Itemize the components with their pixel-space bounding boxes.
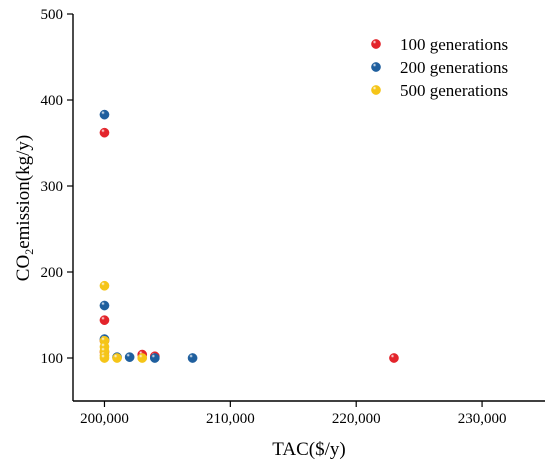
y-axis-title: CO2emission(kg/y) (13, 135, 36, 281)
y-tick-label: 200 (41, 265, 64, 281)
data-points (99, 109, 399, 363)
legend-label: 500 generations (400, 81, 508, 100)
plot-frame (72, 14, 545, 402)
legend-marker (371, 85, 381, 95)
y-tick-label: 400 (41, 93, 64, 109)
data-point (99, 109, 110, 120)
y-axis-title-subscript: 2 (22, 249, 36, 255)
y-axis-ticks: 100 200 300 400 500 (41, 7, 73, 367)
data-point (99, 127, 110, 138)
data-point (112, 353, 122, 363)
x-tick-label: 210,000 (206, 411, 255, 427)
y-tick-label: 300 (41, 179, 64, 195)
data-point (149, 353, 160, 363)
legend-label: 100 generations (400, 35, 508, 54)
data-point (187, 353, 198, 363)
legend-marker (371, 39, 381, 49)
legend-label: 200 generations (400, 58, 508, 77)
data-point (137, 353, 148, 363)
data-point (389, 353, 399, 363)
y-tick-label: 500 (41, 7, 64, 23)
data-point (124, 352, 135, 362)
y-axis-title-suffix: emission(kg/y) (13, 135, 34, 249)
x-tick-label: 220,000 (332, 411, 381, 427)
x-axis-title: TAC($/y) (272, 439, 345, 460)
data-point (99, 353, 110, 363)
data-point (99, 300, 110, 311)
x-tick-label: 230,000 (458, 411, 507, 427)
data-point (99, 315, 110, 326)
legend: 100 generations 200 generations 500 genera… (371, 35, 508, 100)
x-tick-label: 200,000 (80, 411, 129, 427)
y-tick-label: 100 (41, 351, 64, 367)
x-axis-ticks: 200,000 210,000 220,000 230,000 (80, 401, 506, 427)
y-axis-title-prefix: CO (13, 255, 34, 281)
legend-marker (371, 62, 381, 72)
data-point (99, 280, 110, 291)
